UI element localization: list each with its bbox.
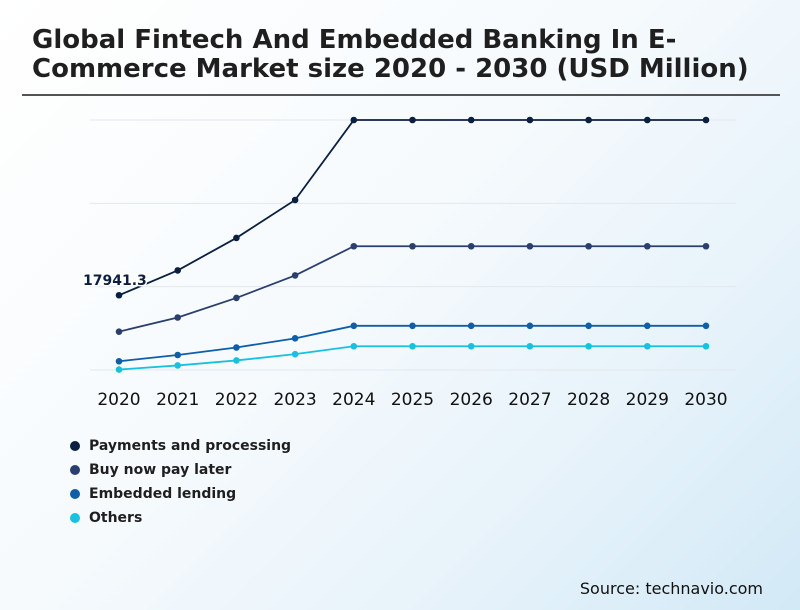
title-divider <box>22 94 780 96</box>
legend-label: Others <box>89 510 143 526</box>
data-point <box>644 322 651 330</box>
data-point <box>526 342 534 350</box>
data-label: 17941.3 <box>83 273 147 289</box>
legend-item: Buy now pay later <box>70 458 291 482</box>
data-point <box>233 294 240 302</box>
x-tick-label: 2021 <box>156 390 199 410</box>
x-tick-label: 2030 <box>684 390 727 410</box>
x-tick-label: 2027 <box>508 390 551 410</box>
data-point <box>585 242 592 250</box>
data-point <box>585 322 592 330</box>
data-point <box>585 342 592 350</box>
legend-label: Embedded lending <box>89 486 237 502</box>
data-point <box>291 350 299 358</box>
x-tick-label: 2025 <box>391 390 434 410</box>
data-point <box>409 342 416 350</box>
series-line <box>118 119 706 297</box>
data-point <box>115 291 123 299</box>
data-point <box>526 242 534 250</box>
data-point <box>409 322 416 330</box>
data-point <box>467 242 475 250</box>
data-point <box>644 242 651 250</box>
data-point <box>467 116 475 124</box>
data-point <box>350 242 358 250</box>
source-note: Source: technavio.com <box>579 579 763 598</box>
x-tick-label: 2024 <box>332 390 375 410</box>
data-point <box>233 344 240 351</box>
data-point <box>585 116 592 124</box>
data-point <box>702 116 710 124</box>
data-point <box>644 342 651 350</box>
x-tick-label: 2022 <box>215 390 258 410</box>
series-line <box>118 345 706 371</box>
data-point <box>291 196 299 204</box>
data-point <box>350 116 358 124</box>
legend-label: Buy now pay later <box>89 462 232 478</box>
data-point <box>291 335 299 342</box>
data-point <box>467 342 475 350</box>
data-point <box>409 116 416 124</box>
data-point <box>233 357 240 364</box>
x-tick-label: 2023 <box>273 390 316 410</box>
data-point <box>174 267 181 274</box>
legend-marker <box>70 489 80 499</box>
data-point <box>115 357 123 365</box>
data-point <box>174 362 181 369</box>
x-tick-label: 2029 <box>626 390 669 410</box>
legend-item: Embedded lending <box>70 482 291 506</box>
x-tick-label: 2026 <box>450 390 493 410</box>
data-point <box>644 116 651 124</box>
legend-marker <box>70 441 80 451</box>
legend-marker <box>70 465 80 475</box>
data-point <box>350 322 358 330</box>
data-point <box>174 351 181 359</box>
series-line <box>118 245 706 333</box>
data-point <box>526 322 534 330</box>
data-point <box>115 366 123 373</box>
legend-item: Payments and processing <box>70 434 291 458</box>
data-point <box>526 116 534 124</box>
data-point <box>350 342 358 350</box>
x-tick-label: 2028 <box>567 390 610 410</box>
data-point <box>291 272 299 279</box>
data-point <box>702 322 710 330</box>
legend-label: Payments and processing <box>89 438 292 454</box>
data-point <box>409 242 416 250</box>
x-tick-label: 2020 <box>97 390 140 410</box>
data-point <box>702 242 710 250</box>
legend-marker <box>70 513 80 523</box>
chart-title: Global Fintech And Embedded Banking In E… <box>32 25 749 84</box>
data-point <box>174 314 181 321</box>
legend-item: Others <box>70 506 291 530</box>
data-point <box>467 322 475 330</box>
legend: Payments and processing Buy now pay later… <box>70 434 291 530</box>
data-point <box>702 342 710 350</box>
data-point <box>233 234 240 242</box>
data-point <box>115 328 123 335</box>
